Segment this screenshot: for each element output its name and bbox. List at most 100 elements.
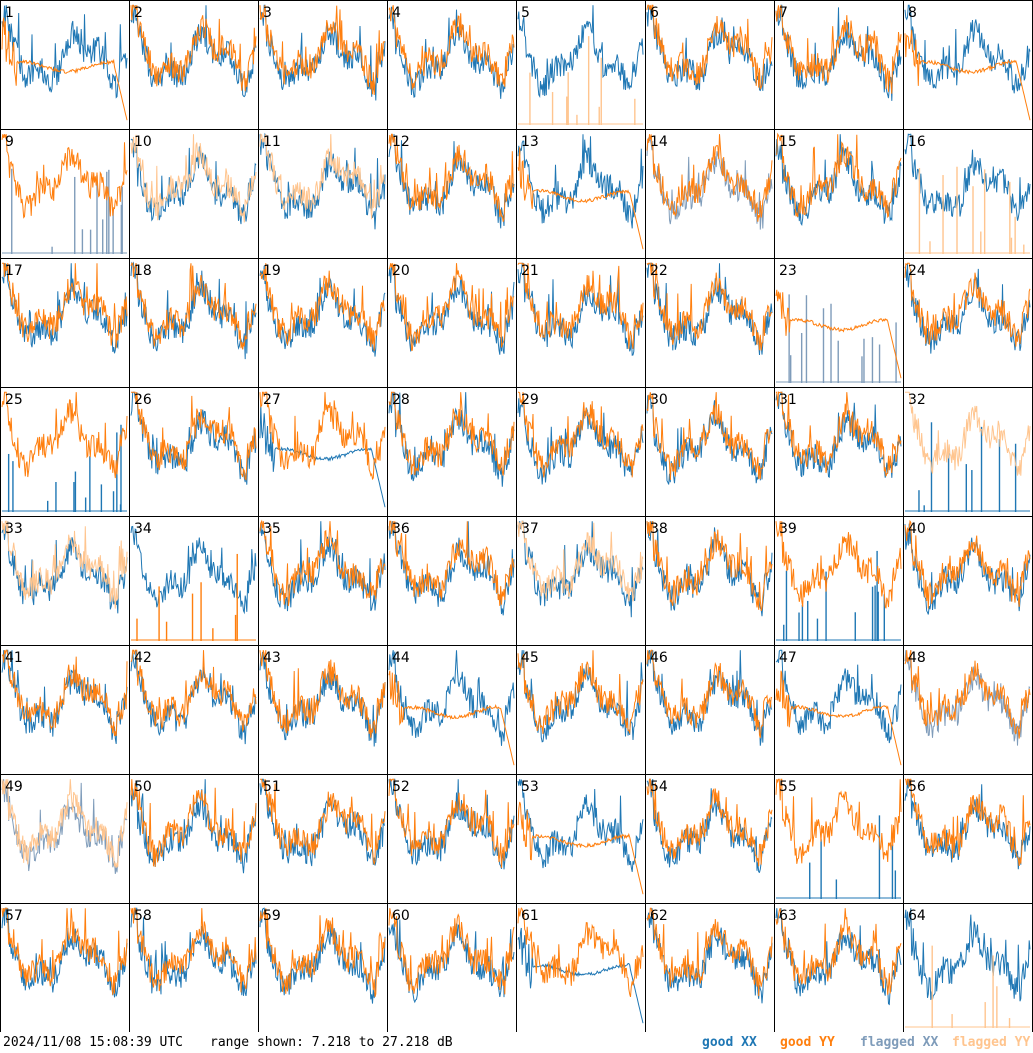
tile-label: 21 — [521, 263, 539, 279]
yy-series — [259, 5, 386, 96]
tile-label: 20 — [392, 263, 410, 279]
yy-series — [904, 29, 1031, 121]
xx-series-spikes — [776, 815, 901, 899]
yy-series — [1, 907, 128, 995]
tile-label: 19 — [263, 263, 281, 279]
yy-series — [775, 289, 902, 379]
tile-label: 60 — [392, 908, 410, 924]
xx-series — [517, 5, 644, 99]
xx-series — [259, 132, 386, 230]
yy-series — [130, 134, 257, 223]
yy-series-spikes — [518, 36, 643, 125]
tile-label: 16 — [908, 134, 926, 150]
tile-label: 55 — [779, 779, 797, 795]
tile-54: 54 — [645, 774, 775, 904]
tile-49: 49 — [0, 774, 130, 904]
tile-label: 18 — [134, 263, 152, 279]
tile-frame — [258, 0, 388, 130]
tile-label: 22 — [650, 263, 668, 279]
tile-31: 31 — [774, 387, 904, 517]
yy-series — [517, 907, 644, 998]
yy-series — [646, 392, 773, 481]
yy-series — [388, 520, 515, 606]
tile-7: 7 — [774, 0, 904, 130]
tile-34: 34 — [129, 516, 259, 646]
yy-series — [259, 519, 386, 607]
yy-series — [646, 262, 773, 351]
tile-label: 28 — [392, 392, 410, 408]
tile-label: 54 — [650, 779, 668, 795]
tile-frame — [774, 645, 904, 775]
tile-label: 42 — [134, 650, 152, 666]
xx-series — [775, 391, 902, 478]
yy-series — [905, 391, 1031, 476]
tile-label: 41 — [5, 650, 23, 666]
tile-frame — [645, 516, 775, 646]
tile-frame — [0, 129, 130, 259]
yy-series — [260, 778, 386, 865]
tile-frame — [516, 0, 646, 130]
tile-55: 55 — [774, 774, 904, 904]
tile-frame — [903, 903, 1033, 1032]
tile-label: 1 — [5, 5, 14, 21]
tile-32: 32 — [903, 387, 1033, 517]
xx-series — [775, 649, 902, 744]
yy-series — [259, 263, 386, 351]
yy-series — [388, 670, 515, 766]
xx-series — [646, 908, 773, 1004]
tile-42: 42 — [129, 645, 259, 775]
tile-27: 27 — [258, 387, 388, 517]
tile-44: 44 — [387, 645, 517, 775]
yy-series — [1, 17, 128, 121]
tile-47: 47 — [774, 645, 904, 775]
tile-13: 13 — [516, 129, 646, 259]
tile-33: 33 — [0, 516, 130, 646]
tile-label: 56 — [908, 779, 926, 795]
yy-series — [775, 778, 902, 864]
tile-label: 40 — [908, 521, 926, 537]
yy-series — [775, 5, 902, 94]
xx-series — [1, 5, 128, 99]
yy-series — [904, 262, 1031, 347]
tile-37: 37 — [516, 516, 646, 646]
yy-series — [517, 147, 644, 250]
tile-label: 5 — [521, 5, 530, 21]
tile-label: 4 — [392, 5, 401, 21]
yy-series — [646, 520, 773, 612]
yy-series — [2, 262, 128, 349]
xx-series — [388, 650, 515, 746]
tile-61: 61 — [516, 903, 646, 1032]
tile-label: 52 — [392, 779, 410, 795]
tile-label: 45 — [521, 650, 539, 666]
legend-flagged-yy: flagged YY — [952, 1035, 1031, 1050]
tile-label: 34 — [134, 521, 152, 537]
range-text: range shown: 7.218 to 27.218 dB — [210, 1035, 453, 1050]
yy-series — [388, 263, 515, 351]
tile-label: 32 — [908, 392, 926, 408]
yy-series — [905, 778, 1031, 866]
tile-59: 59 — [258, 903, 388, 1032]
xx-series — [517, 134, 644, 229]
tile-label: 38 — [650, 521, 668, 537]
yy-series-spikes — [131, 553, 256, 641]
xx-series — [646, 393, 773, 485]
tile-39: 39 — [774, 516, 904, 646]
tile-label: 33 — [5, 521, 23, 537]
tile-51: 51 — [258, 774, 388, 904]
xx-series — [646, 778, 773, 874]
xx-series-spikes — [776, 550, 901, 641]
tile-62: 62 — [645, 903, 775, 1032]
yy-series — [517, 520, 644, 602]
tile-frame — [774, 387, 904, 517]
tile-label: 37 — [521, 521, 539, 537]
legend-good-xx: good XX — [702, 1035, 757, 1050]
xx-series — [775, 4, 902, 101]
yy-series — [1, 391, 128, 479]
tile-label: 44 — [392, 650, 410, 666]
tile-53: 53 — [516, 774, 646, 904]
yy-series — [517, 801, 644, 895]
tile-40: 40 — [903, 516, 1033, 646]
tile-64: 64 — [903, 903, 1033, 1032]
xx-series-spikes — [905, 422, 1030, 512]
tile-label: 61 — [521, 908, 539, 924]
